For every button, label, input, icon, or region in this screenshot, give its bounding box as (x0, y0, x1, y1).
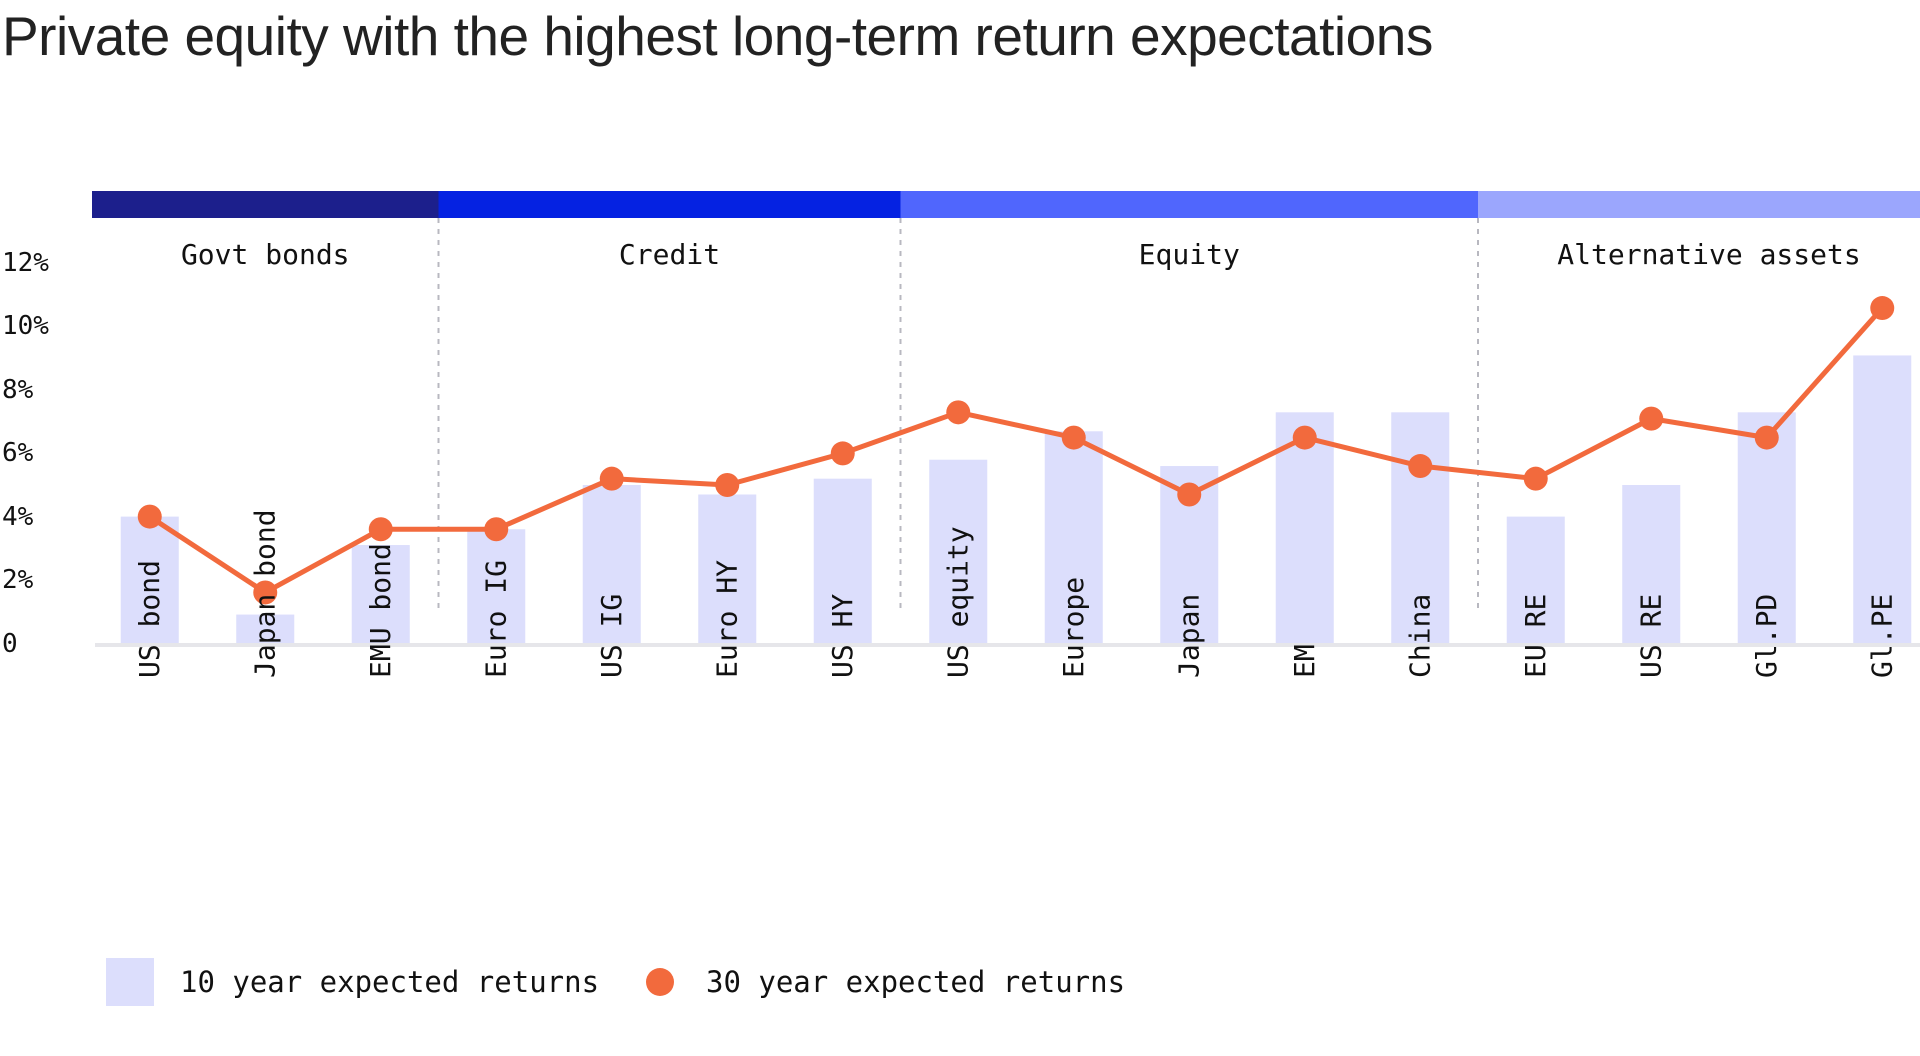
x-axis-labels: US bond Japan bond EMU bond Euro IG US IG Eur… (133, 509, 1899, 678)
group-label-govt-bonds: Govt bonds (181, 238, 350, 271)
x-label-japan-bond: Japan bond (248, 509, 281, 678)
bar-10y-emu-bond (351, 545, 410, 643)
bar-10y-gl-pd (1737, 412, 1796, 643)
y-tick-label: 8% (2, 375, 34, 405)
bar-10y-europe (1044, 431, 1103, 643)
legend-label-10y: 10 year expected returns (180, 965, 599, 999)
group-labels: Govt bonds Credit Equity Alternative assets (181, 238, 1861, 271)
bar-10y-us-ig (582, 485, 641, 643)
y-tick-label: 10% (2, 311, 49, 341)
bars-10y (120, 355, 1912, 643)
x-label-china: China (1403, 594, 1436, 678)
x-label-japan: Japan (1172, 594, 1205, 678)
x-label-emu-bond: EMU bond (364, 543, 397, 678)
point-30y-euro-hy (715, 473, 740, 497)
x-label-gl-pe: Gl.PE (1865, 594, 1898, 678)
point-30y-japan (1177, 482, 1202, 507)
point-30y-gl-pe (1870, 296, 1895, 321)
x-label-us-hy: US HY (826, 594, 859, 678)
group-band-credit (438, 191, 901, 218)
point-30y-em (1292, 425, 1317, 450)
y-tick-label: 0 (2, 629, 18, 659)
point-30y-gl-pd (1754, 425, 1779, 450)
group-label-equity: Equity (1139, 238, 1240, 271)
point-30y-eu-re (1523, 466, 1548, 491)
x-label-us-equity: US equity (941, 526, 974, 678)
group-label-alternative-assets: Alternative assets (1557, 238, 1860, 271)
x-label-us-re: US RE (1634, 594, 1667, 678)
bar-10y-us-re (1622, 485, 1681, 643)
bar-10y-eu-re (1506, 516, 1565, 643)
bar-10y-us-bond (120, 516, 179, 643)
y-tick-label: 6% (2, 438, 34, 468)
point-30y-us-hy (830, 441, 855, 466)
legend-label-30y: 30 year expected returns (706, 965, 1125, 999)
point-30y-us-equity (946, 400, 971, 425)
group-band-equity (900, 191, 1478, 218)
bar-10y-em (1275, 412, 1334, 643)
legend-marker-30y (646, 968, 674, 996)
x-label-em: EM (1288, 644, 1321, 678)
x-label-euro-hy: Euro HY (710, 560, 743, 678)
x-label-euro-ig: Euro IG (479, 560, 512, 678)
bar-10y-gl-pe (1853, 355, 1912, 643)
line-30y (137, 296, 1895, 605)
point-30y-japan-bond (253, 580, 278, 605)
line-30y-path (148, 306, 1885, 595)
legend-swatch-10y (106, 958, 154, 1006)
bar-10y-us-equity (929, 459, 988, 643)
legend: 10 year expected returns 30 year expected… (106, 958, 1125, 1006)
group-band-alternative-assets (1478, 191, 1920, 218)
x-label-europe: Europe (1057, 577, 1090, 678)
y-tick-label: 4% (2, 502, 34, 532)
y-tick-label: 2% (2, 565, 34, 595)
bar-10y-euro-ig (467, 529, 526, 643)
x-label-eu-re: EU RE (1519, 594, 1552, 678)
x-label-us-bond: US bond (133, 560, 166, 678)
x-label-us-ig: US IG (595, 594, 628, 678)
group-label-credit: Credit (619, 238, 720, 271)
bar-10y-japan-bond (236, 614, 295, 643)
point-30y-us-re (1639, 406, 1664, 431)
group-bands (92, 191, 1920, 218)
point-30y-us-bond (137, 504, 162, 529)
bar-10y-us-hy (813, 478, 872, 643)
point-30y-europe (1061, 425, 1086, 450)
x-label-gl-pd: Gl.PD (1750, 594, 1783, 678)
point-30y-euro-ig (484, 517, 509, 542)
page-title: Private equity with the highest long-ter… (2, 5, 1433, 67)
point-30y-us-ig (599, 466, 624, 491)
group-band-govt-bonds (92, 191, 439, 218)
point-30y-emu-bond (368, 517, 393, 542)
y-tick-label: 12% (2, 248, 49, 278)
point-30y-china (1408, 454, 1433, 479)
bar-10y-china (1391, 412, 1450, 643)
bar-10y-euro-hy (698, 494, 757, 643)
y-axis-ticks: 0 2% 4% 6% 8% 10% 12% (2, 248, 49, 659)
